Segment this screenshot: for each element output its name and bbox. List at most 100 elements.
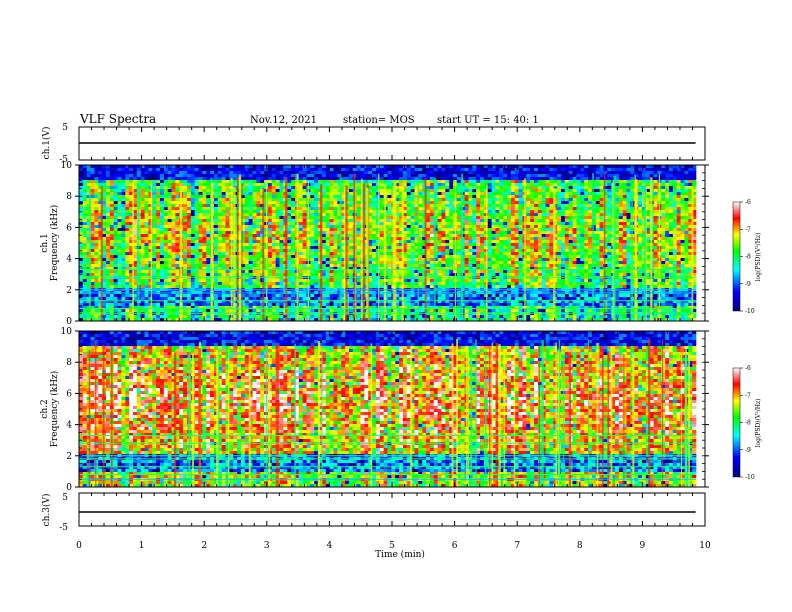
spectrogram-cell (248, 240, 253, 244)
spectrogram-cell (271, 189, 276, 193)
spectrogram-cell (310, 285, 315, 289)
spectrogram-cell (271, 261, 276, 265)
spectrogram-cell (433, 315, 438, 319)
spectrogram-cell (379, 216, 384, 220)
spectrogram-cell (368, 237, 373, 241)
spectrogram-cell (341, 216, 346, 220)
spectrogram-cell (198, 261, 203, 265)
spectrogram-cell (437, 285, 442, 289)
spectrogram-cell (105, 240, 111, 244)
spectrogram-cell (372, 264, 377, 268)
spectrogram-cell (437, 237, 442, 241)
spectrogram-cell (117, 198, 122, 202)
spectrogram-cell (291, 306, 296, 310)
spectrogram-cell (445, 177, 450, 181)
spectrogram-cell (406, 318, 411, 322)
spectrogram-cell (113, 192, 118, 196)
spectrogram-cell (414, 216, 419, 220)
spectrogram-cell (125, 207, 130, 211)
spectrogram-cell (414, 213, 419, 217)
spectrogram-cell (406, 246, 411, 250)
spectrogram-cell (298, 282, 303, 286)
spectrogram-cell (225, 270, 230, 274)
spectrogram-cell (121, 165, 126, 169)
spectrogram-cell (148, 213, 153, 217)
spectrogram-cell (171, 201, 176, 205)
spectrogram-cell (117, 177, 122, 181)
spectrogram-cell (379, 192, 384, 196)
spectrogram-cell (287, 300, 292, 304)
spectrogram-cell (140, 306, 145, 310)
spectrogram-cell (90, 303, 95, 307)
spectrogram-cell (94, 303, 99, 307)
spectrogram-cell (329, 249, 334, 253)
spectrogram-cell (437, 177, 442, 181)
spectrogram-cell (121, 300, 126, 304)
spectrogram-cell (310, 192, 315, 196)
spectrogram-cell (283, 165, 288, 169)
spectrogram-cell (256, 225, 261, 229)
spectrogram-cell (325, 264, 330, 268)
spectrogram-cell (387, 165, 392, 169)
spectrogram-cell (418, 264, 423, 268)
spectrogram-cell (159, 219, 165, 223)
spectrogram-cell (94, 210, 99, 214)
spectrogram-cell (79, 318, 84, 322)
spectrogram-cell (418, 174, 423, 178)
spectrogram-cell (306, 165, 311, 169)
spectrogram-cell (213, 207, 219, 211)
spectrogram-cell (314, 198, 319, 202)
spectrogram-cell (206, 306, 211, 310)
spectrogram-cell (240, 279, 246, 283)
spectrogram-cell (206, 243, 211, 247)
spectrogram-cell (117, 255, 122, 259)
spectrogram-cell (94, 180, 99, 184)
spectrogram-cell (441, 219, 446, 223)
spectrogram-cell (152, 192, 157, 196)
spectrogram-cell (186, 198, 192, 202)
spectrogram-cell (163, 231, 168, 235)
spectrogram-cell (406, 267, 411, 271)
spectrogram-cell (167, 213, 172, 217)
spectrogram-cell (156, 177, 161, 181)
spectrogram-cell (125, 231, 130, 235)
spectrogram-cell (291, 228, 296, 232)
spectrogram-cell (410, 177, 415, 181)
spectrogram-cell (240, 225, 246, 229)
spectrogram-cell (140, 303, 145, 307)
spectrogram-cell (132, 273, 138, 277)
spectrogram-cell (375, 186, 381, 190)
spectrogram-cell (395, 243, 400, 247)
spectrogram-cell (206, 165, 211, 169)
spectrogram-cell (159, 234, 165, 238)
spectrogram-cell (291, 204, 296, 208)
spectrogram-cell (140, 285, 145, 289)
spectrogram-cell (237, 165, 242, 169)
spectrogram-cell (310, 237, 315, 241)
spectrogram-cell (356, 318, 361, 322)
spectrogram-cell (156, 198, 161, 202)
spectrogram-cell (194, 249, 199, 253)
spectrogram-cell (433, 309, 438, 313)
spectrogram-cell (82, 183, 88, 187)
spectrogram-cell (244, 309, 249, 313)
spectrogram-cell (213, 183, 219, 187)
spectrogram-cell (206, 201, 211, 205)
spectrogram-cell (233, 168, 238, 172)
spectrogram-cell (98, 303, 103, 307)
spectrogram-cell (194, 222, 199, 226)
spectrogram-cell (102, 231, 107, 235)
spectrogram-cell (410, 174, 415, 178)
spectrogram-cell (144, 279, 149, 283)
spectrogram-cell (252, 246, 257, 250)
spectrogram-cell (429, 273, 435, 277)
spectrogram-cell (140, 279, 145, 283)
spectrogram-cell (314, 177, 319, 181)
spectrogram-cell (406, 237, 411, 241)
spectrogram-cell (225, 258, 230, 262)
spectrogram-cell (221, 207, 226, 211)
spectrogram-cell (248, 270, 253, 274)
spectrogram-cell (426, 300, 431, 304)
spectrogram-cell (90, 174, 95, 178)
spectrogram-cell (140, 270, 145, 274)
